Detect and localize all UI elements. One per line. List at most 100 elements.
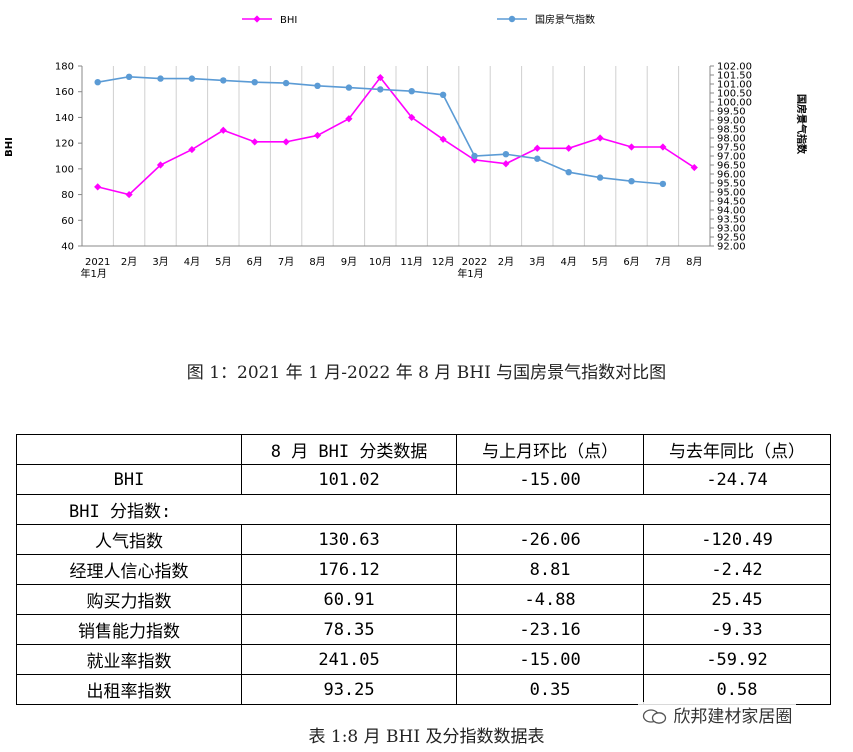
bhi-data-point [156,161,165,169]
y-right-tick-label: 97.00 [717,152,746,163]
y-right-axis-title: 国房景气指数 [795,94,808,155]
cell-mom: -15.00 [456,464,645,495]
y-right-tick-label: 101.00 [717,80,752,91]
guofang-data-point [565,169,572,176]
y-right-tick-label: 95.50 [717,179,746,190]
x-tick-label: 6月 [247,256,263,268]
row-label: BHI [16,464,242,495]
table-row: 经理人信心指数 176.12 8.81 -2.42 [16,554,831,585]
x-tick-label: 10月 [369,256,392,268]
wechat-icon [642,709,667,724]
cell-yoy: 0.58 [643,674,831,705]
bhi-data-point [251,138,259,146]
cell-value: 78.35 [240,614,458,645]
row-label: 经理人信心指数 [16,554,242,585]
bhi-data-point [690,163,698,172]
x-tick-label: 4月 [184,256,200,268]
cell-mom: -15.00 [456,644,645,675]
cell-mom: 0.35 [456,674,645,705]
x-tick-label: 3月 [529,256,545,268]
bhi-data-point [502,160,510,168]
y-left-tick-label: 80 [61,190,74,201]
legend-label: BHI [280,15,297,26]
guofang-data-point [345,84,353,91]
guofang-data-point [439,91,447,99]
cell-mom: -26.06 [456,524,645,555]
y-left-tick-label: 100 [55,164,74,175]
guofang-data-point [628,178,635,185]
x-tick-label: 11月 [400,256,423,268]
table-row: 购买力指数 60.91 -4.88 25.45 [16,584,831,615]
bhi-data-point [376,73,384,82]
y-left-axis-title: BHI [4,137,15,157]
guofang-data-point [377,86,384,93]
bhi-data-point [408,113,416,122]
y-right-tick-label: 95.00 [717,188,746,199]
x-tick-label: 5月 [592,256,608,268]
y-right-tick-label: 99.00 [717,116,746,127]
y-right-tick-label: 102.00 [717,62,752,73]
y-right-tick-label: 94.00 [717,206,746,217]
y-right-tick-label: 96.00 [717,170,746,181]
cell-yoy: -2.42 [643,554,831,585]
x-tick-label: 2021 年1月 [81,257,111,280]
series-line-guofang [97,75,663,185]
x-tick-label: 12月 [432,256,455,268]
header-cell: 与去年同比（点） [643,434,831,465]
y-left-tick-label: 140 [55,113,74,124]
guofang-data-point [94,79,101,86]
guofang-data-point [125,73,133,81]
table-row: 销售能力指数 78.35 -23.16 -9.33 [16,614,831,645]
x-tick-label: 7月 [655,256,671,268]
guofang-data-point [659,180,667,188]
table-caption: 表 1:8 月 BHI 及分指数数据表 [308,727,545,747]
header-cell [16,434,242,465]
y-right-tick-label: 100.00 [717,98,752,109]
cell-value: 93.25 [240,674,458,705]
cell-value: 60.91 [240,584,458,615]
x-tick-label: 9月 [341,256,357,268]
y-right-tick-label: 101.50 [717,71,752,82]
table-row-bhi: BHI 101.02 -15.00 -24.74 [16,464,831,495]
bhi-data-point [627,143,636,151]
table-row: 人气指数 130.63 -26.06 -120.49 [16,524,831,555]
watermark: 欣邦建材家居圈 [638,702,797,727]
y-right-tick-label: 94.50 [717,197,746,208]
cell-yoy: -9.33 [643,614,831,645]
cell-yoy: 25.45 [643,584,831,615]
x-tick-label: 2月 [498,256,514,268]
x-tick-label: 6月 [623,256,639,268]
cell-value: 101.02 [240,464,458,495]
cell-yoy: -59.92 [643,644,831,675]
bhi-data-point [94,183,102,191]
bhi-data-point [282,138,290,146]
y-right-tick-label: 92.00 [717,242,746,253]
cell-mom: -4.88 [456,584,645,615]
bhi-data-point [188,145,196,154]
bhi-data-point [596,134,604,142]
sub-index-header: BHI 分指数: [16,494,831,525]
y-left-tick-label: 60 [61,216,74,227]
bhi-data-point [125,190,133,199]
watermark-text: 欣邦建材家居圈 [673,707,793,727]
table-row: 出租率指数 93.25 0.35 0.58 [16,674,831,705]
x-tick-label: 7月 [278,256,294,268]
legend-marker [253,15,261,23]
y-right-tick-label: 92.50 [717,233,746,244]
guofang-data-point [282,79,290,87]
y-right-tick-label: 97.50 [717,143,746,154]
bhi-data-point [565,144,573,152]
x-tick-label: 8月 [309,256,325,268]
guofang-data-point [471,152,478,160]
row-label: 就业率指数 [16,644,242,675]
x-tick-label: 5月 [215,256,231,268]
row-label: 销售能力指数 [16,614,242,645]
y-right-tick-label: 93.50 [717,215,746,226]
x-tick-label: 2022 年1月 [457,257,487,280]
guofang-data-point [157,75,164,82]
bhi-data-point [313,131,322,140]
header-cell: 8 月 BHI 分类数据 [240,434,458,465]
table-row-subheader: BHI 分指数: [16,494,831,525]
guofang-data-point [314,82,321,90]
cell-value: 130.63 [240,524,458,555]
